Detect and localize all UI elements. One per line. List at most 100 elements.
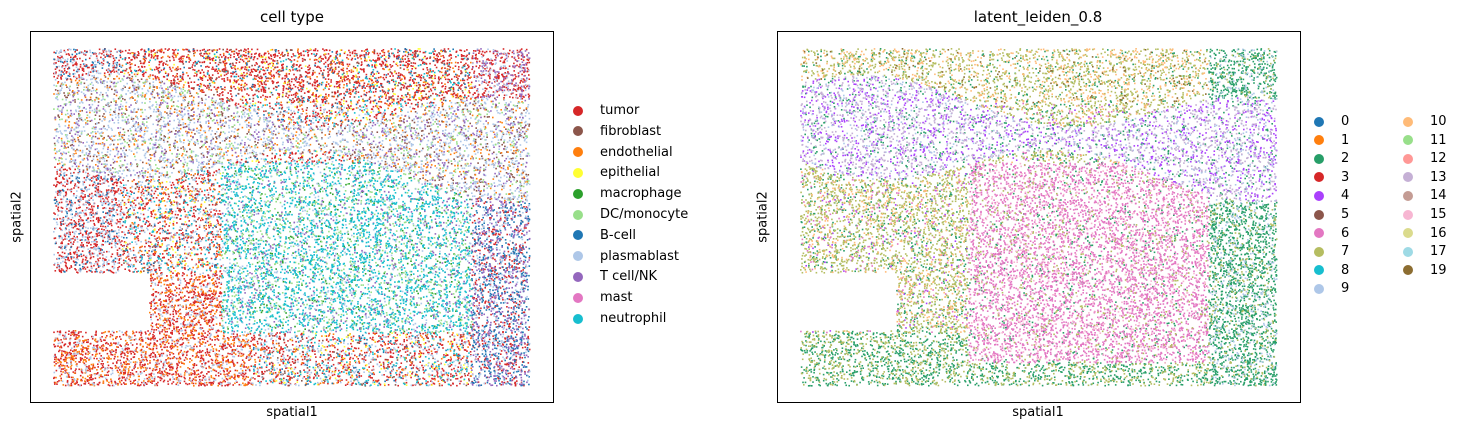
point [355,347,357,350]
point [73,241,75,243]
point [109,214,111,217]
point [183,376,186,379]
point [295,340,297,343]
point [414,103,417,106]
point [260,354,262,357]
point [123,201,126,204]
point [443,62,446,65]
point [178,236,181,239]
point [227,51,229,53]
point [489,77,491,80]
point [124,233,126,236]
point [325,93,327,96]
point [328,356,330,359]
point [128,374,131,376]
point [358,362,361,364]
point [87,379,89,381]
point [527,84,529,87]
point [484,201,487,203]
point [139,246,142,248]
point [513,358,516,361]
point [272,54,275,56]
point [189,323,192,326]
point [115,202,118,204]
point [130,70,132,72]
point [190,324,193,327]
point [207,214,210,216]
point [63,344,65,347]
point [58,331,61,333]
point [427,337,429,339]
point [238,61,241,63]
point [158,355,161,358]
point [131,58,133,61]
point [474,260,477,262]
point [375,80,377,83]
point [179,57,181,60]
point [359,54,362,57]
point [110,53,112,56]
point [442,370,445,372]
point [125,69,127,72]
point [190,271,193,273]
point [496,76,499,79]
point [278,93,281,95]
point [258,55,261,58]
point [193,75,196,77]
point [397,51,399,54]
point [182,354,184,357]
point [164,215,166,217]
point [227,359,229,362]
point [478,317,480,319]
point [201,304,204,306]
point [137,54,140,57]
point [173,319,175,322]
point [88,66,90,69]
point [467,77,470,79]
point [340,125,342,127]
point [389,64,392,66]
point [106,371,109,374]
point [212,318,215,321]
point [319,55,322,58]
point [387,364,389,366]
point [99,180,101,182]
point [502,75,504,77]
point [360,95,363,98]
point [325,49,327,51]
point [266,345,268,348]
point [379,336,382,338]
point [70,356,72,359]
point [218,350,220,352]
point [464,341,466,343]
point [206,373,208,375]
point [213,284,215,286]
point [55,185,57,188]
point [165,359,167,361]
point [66,224,68,227]
point [200,206,202,208]
point [54,353,56,356]
point [523,70,525,73]
point [494,76,496,78]
point [62,177,64,180]
point [149,254,151,257]
point [477,341,479,343]
point [289,87,292,90]
point [150,352,153,355]
point [474,50,477,52]
point [508,243,510,246]
point [339,120,342,123]
point [82,258,84,261]
point [408,63,410,66]
point [139,384,142,386]
point [72,237,74,240]
point [357,358,359,360]
point [61,341,64,344]
point [147,338,150,340]
point [520,79,523,82]
point [110,246,113,249]
point [336,348,339,351]
point [462,55,464,57]
point [481,363,484,366]
